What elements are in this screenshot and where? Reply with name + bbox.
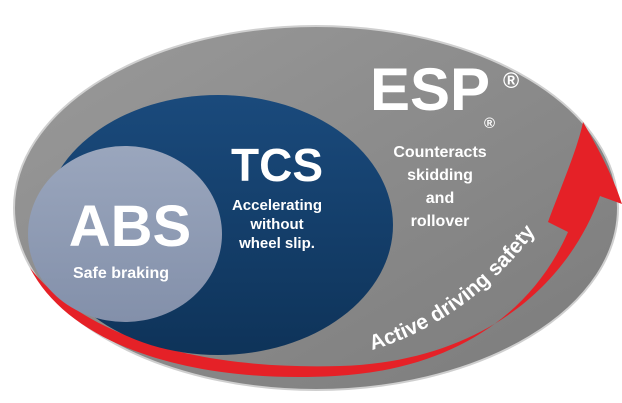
tcs-title: TCS [231, 139, 323, 191]
esp-registered-mark: ® [503, 68, 519, 93]
esp-line-2: skidding [407, 167, 473, 184]
tcs-line-1: Accelerating [232, 197, 322, 214]
esp-line-4: rollover [411, 213, 470, 230]
tcs-line-2: without [249, 216, 303, 233]
esp-line-1: Counteracts [393, 144, 486, 161]
tcs-line-3: wheel slip. [238, 235, 315, 252]
abs-subtitle: Safe braking [73, 265, 169, 282]
esp-line-3: and [426, 190, 454, 207]
esp-sub-registered-mark: ® [484, 115, 495, 132]
esp-title: ESP [370, 56, 490, 123]
abs-ellipse [28, 146, 222, 322]
abs-title: ABS [69, 194, 191, 259]
